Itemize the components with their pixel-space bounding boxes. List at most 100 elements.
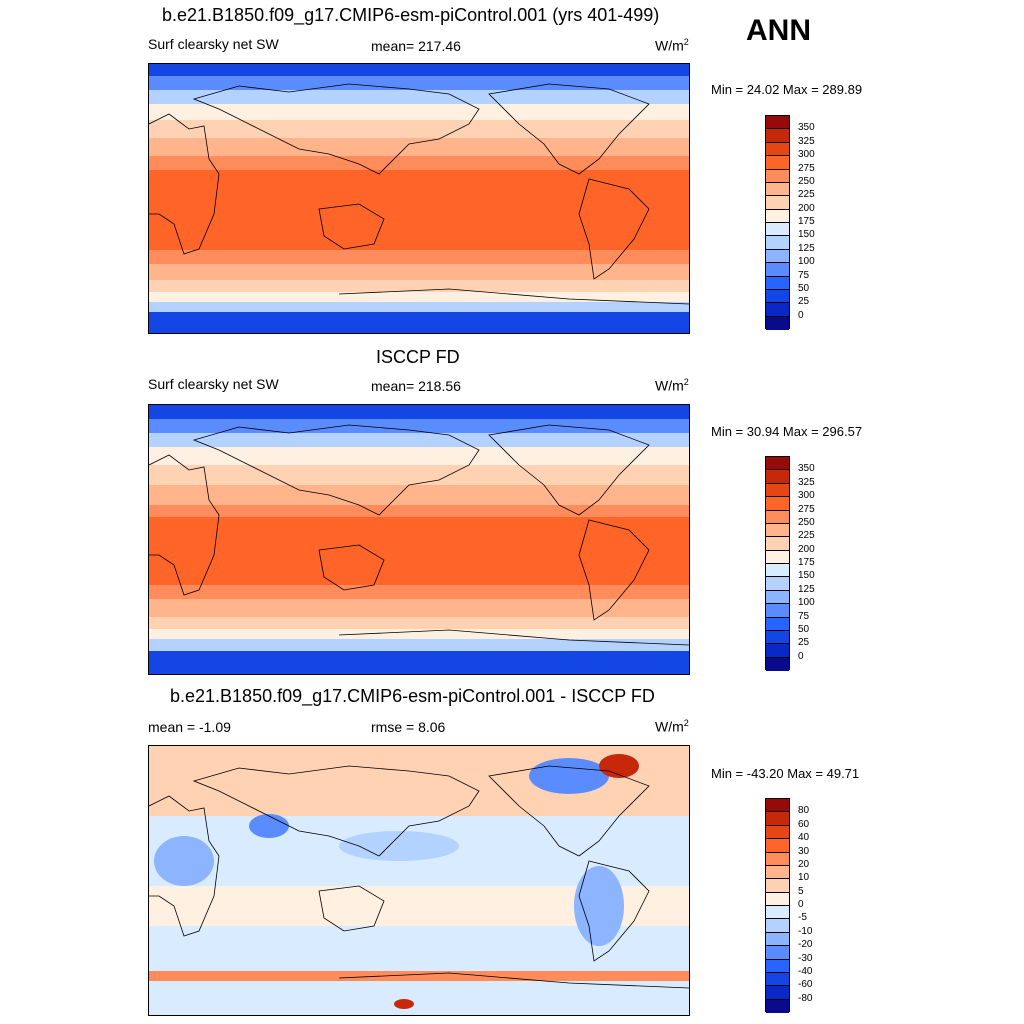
colorbar-label: 275 [798, 503, 815, 515]
panel1-variable-label: Surf clearsky net SW [148, 36, 279, 52]
colorbar-label: 300 [798, 490, 815, 502]
colorbar-box [766, 142, 789, 157]
colorbar-box [766, 932, 789, 947]
colorbar-box [766, 457, 789, 471]
panel2-map [148, 404, 690, 675]
panel2-minmax: Min = 30.94 Max = 296.57 [711, 424, 863, 439]
colorbar-box [766, 223, 789, 237]
colorbar-label: 0 [798, 650, 804, 662]
colorbar-label: 125 [798, 242, 815, 254]
colorbar-label: -80 [798, 992, 813, 1004]
colorbar-label: 60 [798, 818, 810, 830]
colorbar-box [766, 550, 789, 564]
colorbar-box [766, 919, 789, 933]
panel2-variable-label: Surf clearsky net SW [148, 376, 279, 392]
colorbar-box [766, 196, 789, 210]
colorbar-box [766, 510, 789, 524]
colorbar-label: 225 [798, 189, 815, 201]
colorbar-label: -60 [798, 979, 813, 991]
colorbar-box [766, 564, 789, 578]
colorbar-label: -5 [798, 912, 807, 924]
colorbar-box [766, 129, 789, 143]
colorbar-label: 10 [798, 872, 810, 884]
colorbar-label: 300 [798, 149, 815, 161]
panel2-mean-label: mean= 218.56 [371, 378, 461, 394]
colorbar-box [766, 182, 789, 197]
colorbar-box [766, 169, 789, 183]
panel3-title: b.e21.B1850.f09_g17.CMIP6-esm-piControl.… [170, 686, 655, 706]
colorbar-box [766, 865, 789, 880]
colorbar-box [766, 825, 789, 840]
colorbar-box [766, 116, 789, 130]
colorbar-box [766, 812, 789, 826]
panel2-title: ISCCP FD [376, 347, 460, 367]
colorbar-box [766, 470, 789, 484]
colorbar-box [766, 483, 789, 498]
colorbar-label: 40 [798, 832, 810, 844]
colorbar-label: 100 [798, 597, 815, 609]
colorbar-box [766, 946, 789, 960]
colorbar-label: 175 [798, 216, 815, 227]
colorbar-label: 150 [798, 570, 815, 582]
colorbar-label: 200 [798, 202, 815, 214]
colorbar-box [766, 303, 789, 317]
panel1-map [148, 63, 690, 334]
season-label: ANN [746, 14, 811, 47]
colorbar-box [766, 986, 789, 1000]
colorbar-box [766, 209, 789, 223]
colorbar-label: 50 [798, 282, 810, 294]
colorbar-label: -20 [798, 939, 813, 951]
colorbar-label: -40 [798, 965, 813, 977]
colorbar-label: 50 [798, 623, 810, 635]
colorbar-label: 325 [798, 135, 815, 147]
colorbar-box [766, 617, 789, 631]
panel2-units: W/m2 [655, 377, 689, 394]
panel3-map-svg [149, 746, 689, 1015]
panel1-colorbar [765, 115, 790, 330]
panel1-title: b.e21.B1850.f09_g17.CMIP6-esm-piControl.… [162, 5, 660, 25]
colorbar-label: 100 [798, 256, 815, 268]
colorbar-label: 150 [798, 229, 815, 241]
colorbar-box [766, 972, 789, 987]
colorbar-box [766, 604, 789, 618]
colorbar-box [766, 289, 789, 304]
colorbar-label: 30 [798, 845, 810, 857]
panel3-map [148, 745, 690, 1016]
colorbar-box [766, 263, 789, 277]
panel1-minmax: Min = 24.02 Max = 289.89 [711, 82, 863, 97]
panel3-rmse-label: rmse = 8.06 [371, 719, 446, 735]
panel3-units: W/m2 [655, 718, 689, 735]
colorbar-box [766, 537, 789, 551]
panel3-colorbar [765, 798, 790, 1013]
colorbar-box [766, 236, 789, 250]
colorbar-box [766, 644, 789, 658]
colorbar-box [766, 999, 789, 1013]
colorbar-label: -30 [798, 952, 813, 964]
panel1-units: W/m2 [655, 37, 689, 54]
panel1-mean-label: mean= 217.46 [371, 38, 461, 54]
colorbar-label: 275 [798, 162, 815, 174]
colorbar-label: 250 [798, 175, 815, 187]
colorbar-label: 125 [798, 583, 815, 595]
colorbar-box [766, 879, 789, 893]
colorbar-box [766, 316, 789, 330]
colorbar-label: 325 [798, 476, 815, 488]
colorbar-label: 75 [798, 269, 810, 281]
colorbar-box [766, 852, 789, 866]
colorbar-label: 200 [798, 543, 815, 555]
colorbar-label: 225 [798, 530, 815, 542]
colorbar-label: 5 [798, 885, 804, 897]
colorbar-box [766, 906, 789, 920]
colorbar-box [766, 590, 789, 605]
colorbar-label: 350 [798, 122, 815, 134]
colorbar-label: -10 [798, 925, 813, 937]
colorbar-label: 75 [798, 610, 810, 622]
colorbar-box [766, 657, 789, 671]
panel2-map-svg [149, 405, 689, 674]
colorbar-label: 175 [798, 557, 815, 568]
colorbar-box [766, 523, 789, 538]
panel3-mean-label: mean = -1.09 [148, 719, 231, 735]
colorbar-label: 20 [798, 858, 810, 870]
colorbar-box [766, 630, 789, 645]
colorbar-box [766, 892, 789, 906]
